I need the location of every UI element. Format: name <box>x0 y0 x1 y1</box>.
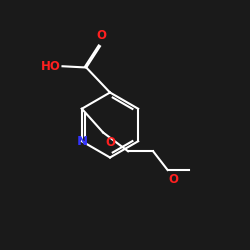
Text: HO: HO <box>41 60 61 73</box>
Text: O: O <box>169 173 179 186</box>
Text: O: O <box>96 29 106 42</box>
Text: N: N <box>76 135 88 148</box>
Text: O: O <box>105 136 115 149</box>
